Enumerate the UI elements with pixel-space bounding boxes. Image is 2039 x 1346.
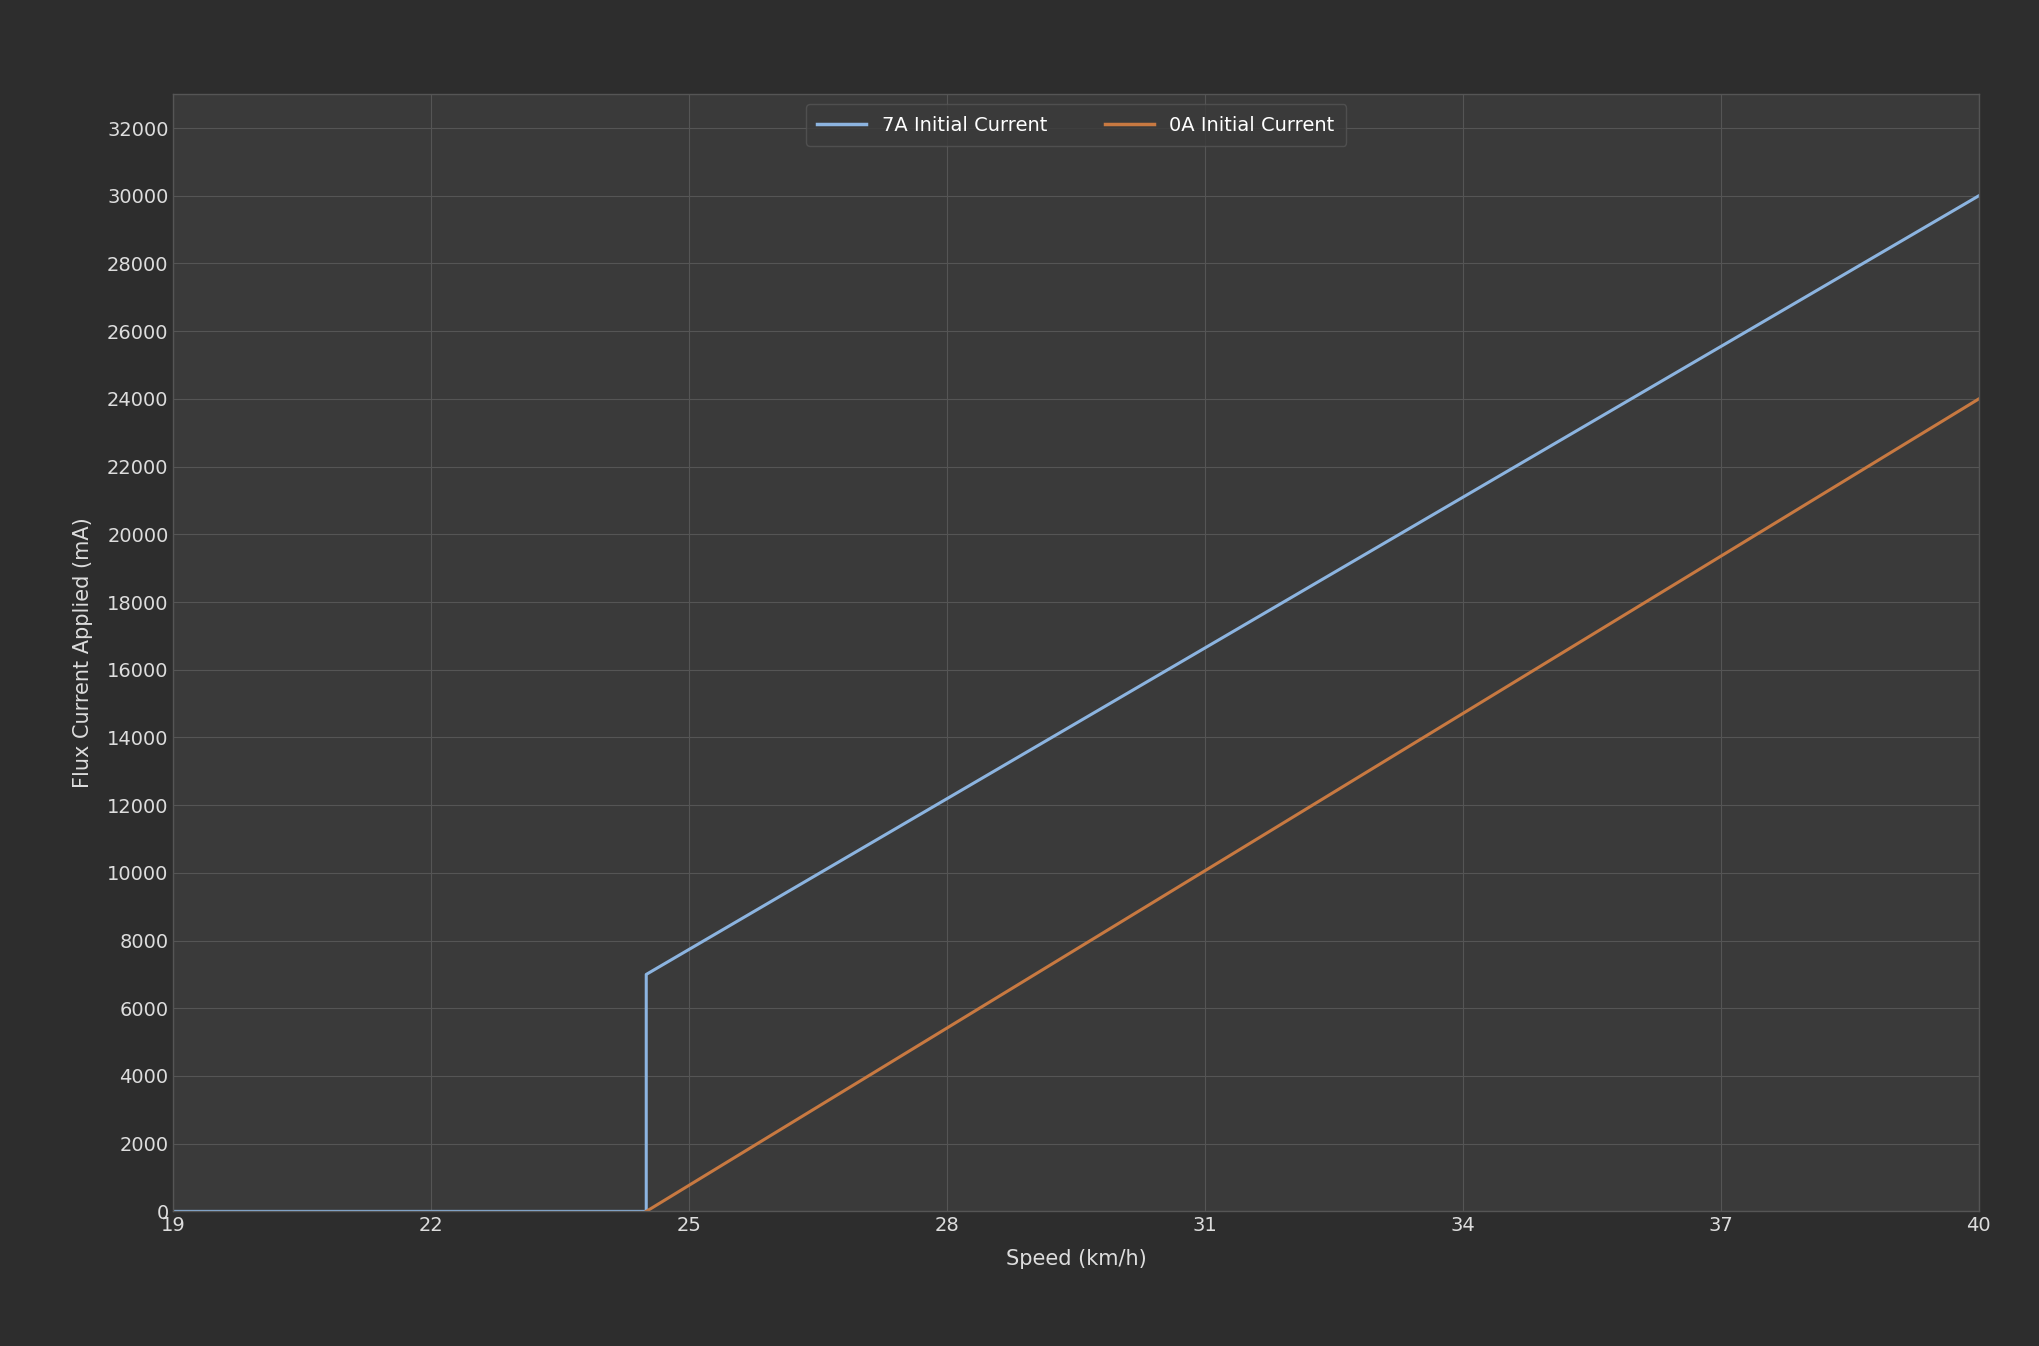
Legend: 7A Initial Current, 0A Initial Current: 7A Initial Current, 0A Initial Current	[805, 104, 1346, 147]
0A Initial Current	[634, 1203, 659, 1219]
Line: 0A Initial Current: 0A Initial Current	[646, 398, 1978, 1211]
7A Initial Current	[161, 1203, 186, 1219]
X-axis label: Speed (km/h): Speed (km/h)	[1005, 1249, 1146, 1269]
7A Initial Current	[634, 966, 659, 983]
7A Initial Current	[634, 1203, 659, 1219]
Y-axis label: Flux Current Applied (mA): Flux Current Applied (mA)	[73, 517, 94, 789]
Line: 7A Initial Current: 7A Initial Current	[173, 195, 1978, 1211]
7A Initial Current	[1966, 187, 1990, 203]
0A Initial Current	[1966, 390, 1990, 406]
